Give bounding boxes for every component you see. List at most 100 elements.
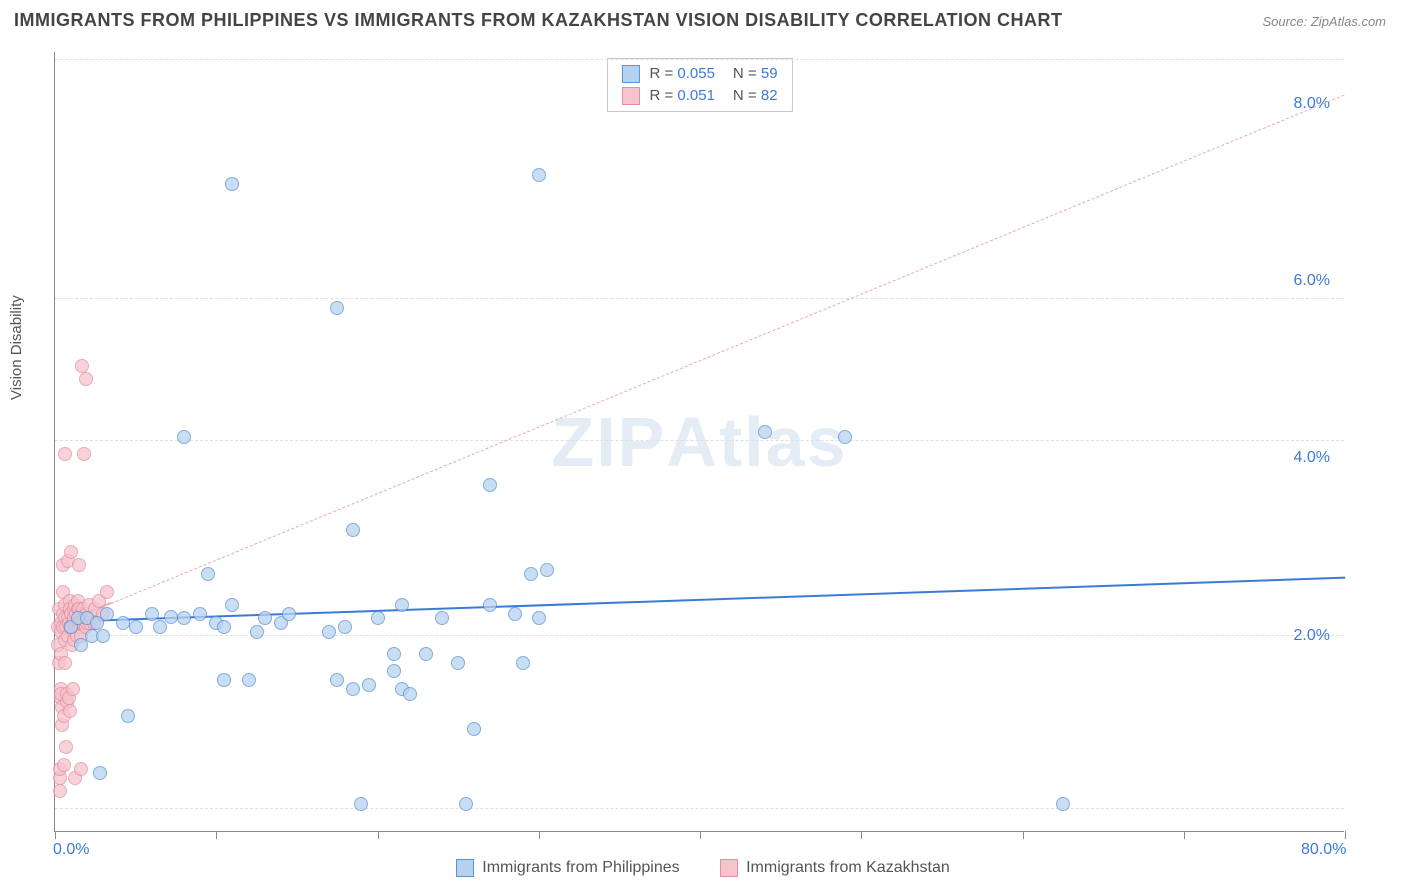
- data-point: [387, 647, 401, 661]
- data-point: [72, 558, 86, 572]
- data-point: [467, 722, 481, 736]
- data-point: [459, 797, 473, 811]
- data-point: [838, 430, 852, 444]
- data-point: [346, 523, 360, 537]
- data-point: [116, 616, 130, 630]
- data-point: [129, 620, 143, 634]
- data-point: [164, 610, 178, 624]
- data-point: [387, 664, 401, 678]
- data-point: [77, 447, 91, 461]
- x-tick: [539, 831, 540, 839]
- x-tick: [216, 831, 217, 839]
- data-point: [250, 625, 264, 639]
- data-point: [100, 585, 114, 599]
- watermark: ZIPAtlas: [551, 402, 847, 482]
- data-point: [53, 784, 67, 798]
- x-tick: [861, 831, 862, 839]
- swatch-blue-icon: [621, 65, 639, 83]
- y-tick-label: 4.0%: [1294, 449, 1330, 467]
- data-point: [193, 607, 207, 621]
- data-point: [63, 704, 77, 718]
- data-point: [758, 425, 772, 439]
- data-point: [1056, 797, 1070, 811]
- data-point: [516, 656, 530, 670]
- data-point: [242, 673, 256, 687]
- data-point: [338, 620, 352, 634]
- y-tick-label: 6.0%: [1294, 272, 1330, 290]
- gridline: [55, 440, 1344, 441]
- data-point: [64, 545, 78, 559]
- data-point: [435, 611, 449, 625]
- source-label: Source: ZipAtlas.com: [1262, 14, 1386, 29]
- data-point: [322, 625, 336, 639]
- legend-item-pink: Immigrants from Kazakhstan: [720, 859, 950, 877]
- data-point: [330, 301, 344, 315]
- legend-correlation: R = 0.055N = 59 R = 0.051N = 82: [606, 58, 792, 112]
- x-tick-label: 80.0%: [1301, 841, 1346, 859]
- data-point: [57, 758, 71, 772]
- legend-row-pink: R = 0.051N = 82: [621, 85, 777, 107]
- gridline: [55, 59, 1344, 60]
- data-point: [258, 611, 272, 625]
- data-point: [346, 682, 360, 696]
- data-point: [225, 177, 239, 191]
- data-point: [58, 656, 72, 670]
- legend-row-blue: R = 0.055N = 59: [621, 63, 777, 85]
- data-point: [532, 611, 546, 625]
- x-tick: [700, 831, 701, 839]
- data-point: [201, 567, 215, 581]
- y-tick-label: 8.0%: [1294, 95, 1330, 113]
- y-axis-label: Vision Disability: [8, 295, 25, 400]
- y-tick-label: 2.0%: [1294, 627, 1330, 645]
- data-point: [177, 611, 191, 625]
- x-tick: [378, 831, 379, 839]
- x-tick-label: 0.0%: [53, 841, 89, 859]
- data-point: [451, 656, 465, 670]
- data-point: [59, 740, 73, 754]
- data-point: [282, 607, 296, 621]
- data-point: [225, 598, 239, 612]
- data-point: [153, 620, 167, 634]
- data-point: [540, 563, 554, 577]
- data-point: [100, 607, 114, 621]
- legend-item-blue: Immigrants from Philippines: [456, 859, 679, 877]
- plot-area: ZIPAtlas R = 0.055N = 59 R = 0.051N = 82…: [54, 52, 1344, 832]
- data-point: [121, 709, 135, 723]
- data-point: [362, 678, 376, 692]
- data-point: [508, 607, 522, 621]
- data-point: [93, 766, 107, 780]
- gridline: [55, 298, 1344, 299]
- data-point: [74, 762, 88, 776]
- gridline: [55, 635, 1344, 636]
- swatch-pink-icon: [720, 859, 738, 877]
- data-point: [483, 598, 497, 612]
- data-point: [79, 372, 93, 386]
- data-point: [395, 598, 409, 612]
- data-point: [177, 430, 191, 444]
- legend-series: Immigrants from Philippines Immigrants f…: [0, 859, 1406, 882]
- gridline: [55, 808, 1344, 809]
- data-point: [330, 673, 344, 687]
- x-tick: [55, 831, 56, 839]
- data-point: [217, 620, 231, 634]
- x-tick: [1184, 831, 1185, 839]
- data-point: [403, 687, 417, 701]
- data-point: [96, 629, 110, 643]
- x-tick: [1023, 831, 1024, 839]
- x-tick: [1345, 831, 1346, 839]
- trend-line: [111, 94, 1345, 603]
- data-point: [354, 797, 368, 811]
- data-point: [217, 673, 231, 687]
- data-point: [66, 682, 80, 696]
- swatch-blue-icon: [456, 859, 474, 877]
- data-point: [524, 567, 538, 581]
- data-point: [483, 478, 497, 492]
- chart-container: IMMIGRANTS FROM PHILIPPINES VS IMMIGRANT…: [0, 0, 1406, 892]
- trend-line: [55, 576, 1345, 622]
- data-point: [371, 611, 385, 625]
- data-point: [145, 607, 159, 621]
- data-point: [75, 359, 89, 373]
- chart-title: IMMIGRANTS FROM PHILIPPINES VS IMMIGRANT…: [14, 10, 1063, 31]
- data-point: [419, 647, 433, 661]
- data-point: [58, 447, 72, 461]
